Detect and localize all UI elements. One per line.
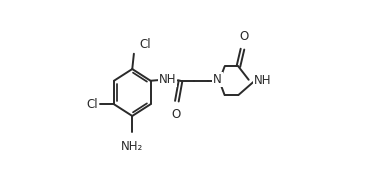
Text: Cl: Cl: [86, 98, 98, 111]
Text: Cl: Cl: [139, 38, 151, 51]
Text: N: N: [213, 73, 222, 86]
Text: NH: NH: [158, 73, 176, 86]
Text: O: O: [171, 108, 181, 121]
Text: NH: NH: [254, 74, 271, 87]
Text: NH₂: NH₂: [121, 140, 143, 153]
Text: O: O: [239, 30, 249, 43]
